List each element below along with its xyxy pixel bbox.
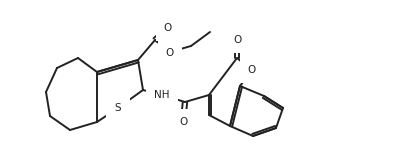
Text: O: O: [164, 23, 172, 33]
Text: O: O: [248, 65, 256, 75]
Text: O: O: [179, 117, 187, 127]
Text: O: O: [233, 35, 241, 45]
Text: NH: NH: [154, 90, 170, 100]
Text: S: S: [115, 103, 121, 113]
Text: O: O: [166, 48, 174, 58]
